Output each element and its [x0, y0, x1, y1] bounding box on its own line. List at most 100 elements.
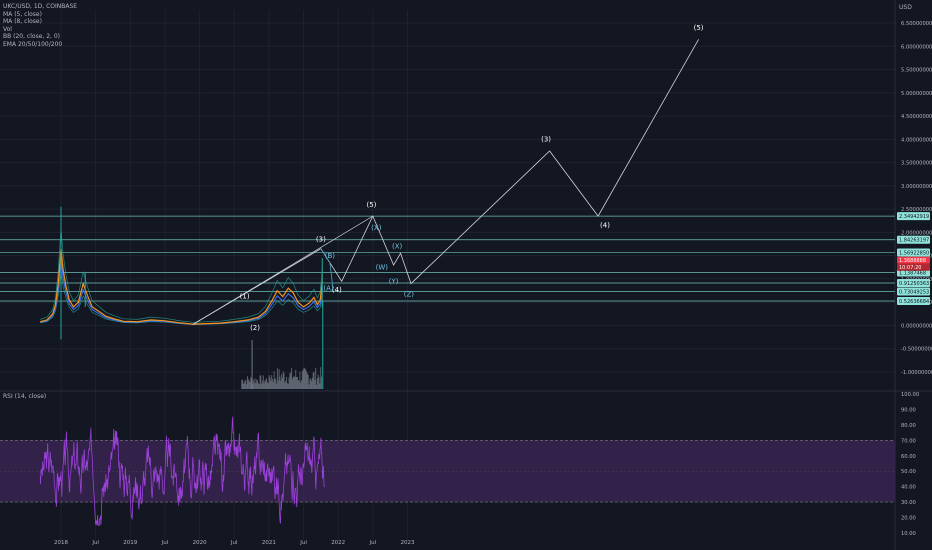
volume-bar — [298, 380, 300, 389]
corrective-wave-path — [320, 248, 334, 286]
level-label[interactable]: 0.73049253 — [899, 289, 929, 295]
level-label[interactable]: 1.56922850 — [899, 250, 929, 256]
wave-label[interactable]: (1) — [240, 292, 250, 300]
volume-bar — [276, 368, 278, 389]
volume-bar — [291, 379, 293, 389]
wave-label[interactable]: (Y) — [389, 278, 399, 286]
volume-bar — [258, 384, 260, 389]
volume-bar — [305, 369, 307, 389]
rsi-tick-label: 70.00 — [901, 438, 916, 444]
rsi-line — [39, 416, 325, 526]
volume-bar — [311, 381, 313, 389]
volume-bar — [306, 371, 308, 389]
wave-label[interactable]: (3) — [541, 136, 551, 144]
wave-label[interactable]: (X) — [392, 243, 403, 251]
volume-bar — [292, 377, 294, 389]
volume-bar — [295, 369, 297, 389]
y-tick-label: 3.00000000 — [901, 184, 932, 190]
level-label[interactable]: 1.84263197 — [899, 238, 929, 244]
volume-bar — [289, 372, 291, 389]
volume-bar — [266, 382, 268, 389]
volume-bar — [286, 376, 288, 389]
volume-bar — [243, 382, 245, 389]
bollinger-upper — [40, 228, 323, 323]
volume-bar — [294, 377, 296, 389]
wave-label[interactable]: (3) — [316, 236, 326, 244]
volume-bar — [321, 376, 323, 389]
wave-label[interactable]: (5) — [367, 201, 377, 209]
y-tick-label: 6.50000000 — [901, 21, 932, 27]
y-tick-label: 1.50000000 — [901, 254, 932, 260]
volume-bar — [308, 384, 310, 389]
indicator-ma8[interactable]: MA (8, close) — [3, 18, 42, 26]
wave-label[interactable]: (5) — [694, 24, 704, 32]
volume-bar — [242, 379, 244, 389]
rsi-legend[interactable]: RSI (14, close) — [3, 393, 47, 400]
x-tick-label: Jul — [299, 540, 307, 546]
volume-bar — [287, 384, 289, 389]
y-tick-label: 5.50000000 — [901, 68, 932, 74]
volume-bar — [247, 379, 249, 389]
volume-bar — [263, 383, 265, 389]
wave-label[interactable]: (W) — [376, 264, 389, 272]
x-tick-label: 2021 — [262, 540, 276, 546]
y-tick-label: 3.50000000 — [901, 161, 932, 167]
indicator-vol[interactable]: Vol — [3, 25, 12, 33]
wave-label[interactable]: (A) — [323, 285, 334, 293]
indicator-bb[interactable]: BB (20, close, 2, 0) — [3, 33, 60, 41]
current-price-label[interactable]: 1.3688888 — [899, 258, 926, 264]
level-label-bg — [897, 212, 930, 221]
bollinger-lower — [40, 271, 323, 325]
volume-spike — [251, 340, 253, 389]
rsi-tick-label: 30.00 — [901, 500, 916, 506]
volume-bar — [316, 384, 318, 389]
volume-bar — [310, 378, 312, 389]
volume-bar — [278, 369, 280, 389]
volume-bar — [241, 380, 243, 389]
wave-label[interactable]: (2) — [250, 324, 260, 332]
rsi-tick-label: 50.00 — [901, 469, 916, 475]
countdown-label[interactable]: 10:07:20 — [899, 265, 921, 271]
rsi-tick-label: 20.00 — [901, 516, 916, 522]
volume-spike — [322, 300, 324, 389]
wave-label[interactable]: (B) — [325, 252, 336, 260]
y-tick-label: -0.50000000 — [901, 347, 932, 353]
level-label[interactable]: 2.34942919 — [899, 214, 929, 220]
volume-bar — [260, 375, 262, 389]
level-label[interactable]: 0.91250363 — [899, 281, 929, 287]
current-price-bg — [897, 256, 930, 264]
volume-bar — [244, 380, 246, 389]
y-tick-label: 4.50000000 — [901, 114, 932, 120]
volume-bar — [259, 375, 261, 389]
volume-bar — [288, 377, 290, 389]
volume-bar — [247, 376, 249, 389]
wave-label[interactable]: (4) — [332, 286, 342, 294]
y-tick-label: 5.00000000 — [901, 91, 932, 97]
volume-bar — [277, 380, 279, 389]
volume-bar — [271, 379, 273, 389]
volume-bar — [307, 375, 309, 389]
volume-bar — [246, 384, 248, 389]
volume-bar — [302, 369, 304, 389]
volume-bar — [257, 383, 259, 389]
volume-bar — [273, 371, 275, 389]
level-label[interactable]: 0.52636684 — [899, 299, 929, 305]
indicator-ema[interactable]: EMA 20/50/100/200 — [3, 40, 63, 48]
level-label[interactable]: 1.1387468 — [899, 270, 926, 276]
symbol-title[interactable]: UKC/USD, 1D, COINBASE — [3, 3, 78, 10]
volume-bar — [320, 367, 322, 389]
volume-bar — [275, 378, 277, 389]
indicator-ma5[interactable]: MA (5, close) — [3, 10, 42, 18]
volume-bar — [245, 379, 247, 389]
volume-bar — [249, 382, 251, 389]
volume-bar — [281, 377, 283, 389]
volume-bar — [297, 380, 299, 389]
volume-bar — [299, 371, 301, 389]
volume-bar — [283, 373, 285, 389]
volume-bar — [255, 383, 257, 389]
wave-label[interactable]: (4) — [600, 222, 610, 230]
volume-bar — [279, 376, 281, 389]
wave-label[interactable]: (X) — [371, 224, 382, 232]
wave-label[interactable]: (Z) — [404, 291, 415, 299]
